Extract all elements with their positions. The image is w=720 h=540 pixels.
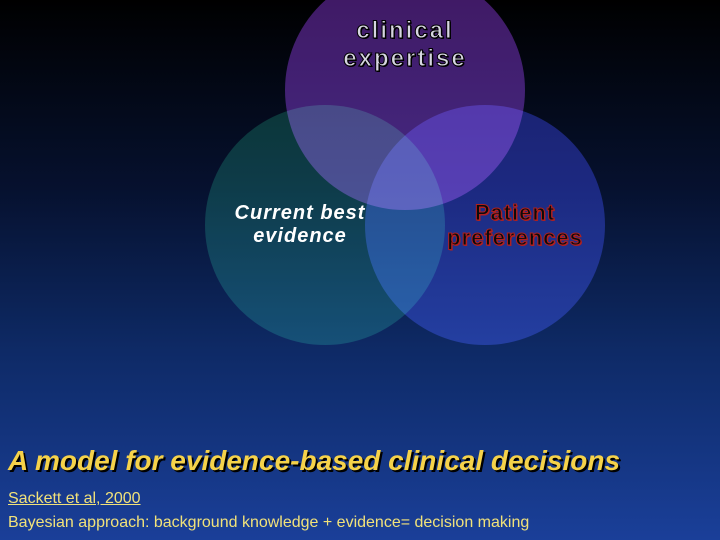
venn-label-expertise: clinicalexpertise (255, 17, 555, 72)
slide-title: A model for evidence-based clinical deci… (8, 445, 620, 477)
venn-diagram: clinicalexpertise Current bestevidence P… (95, 0, 565, 370)
subtitle-line: Bayesian approach: background knowledge … (8, 514, 529, 532)
citation-line: Sackett et al, 2000 (8, 490, 141, 508)
venn-label-preferences: Patientpreferences (365, 200, 665, 251)
slide: clinicalexpertise Current bestevidence P… (0, 0, 720, 540)
